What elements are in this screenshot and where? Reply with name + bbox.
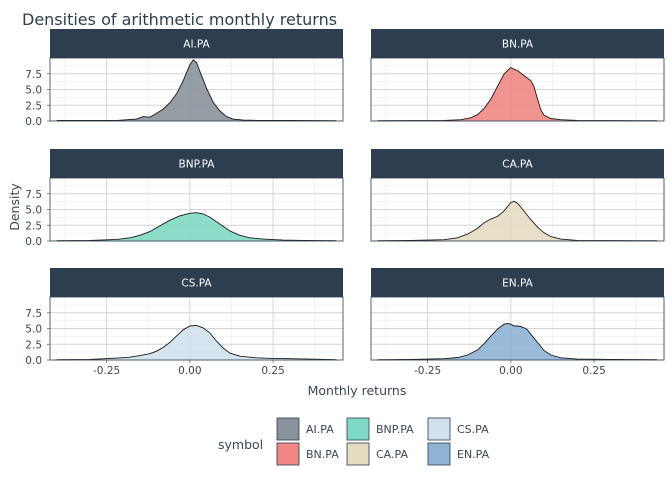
density-area-ai-pa xyxy=(56,59,337,121)
legend-label-bnp-pa: BNP.PA xyxy=(376,423,414,436)
legend-key-bnp-pa xyxy=(346,417,370,441)
y-tick-label: 7.5 xyxy=(25,189,42,201)
strip-bn-pa xyxy=(371,29,664,58)
x-tick-label: 0.25 xyxy=(261,365,284,377)
density-area-bn-pa xyxy=(377,67,658,121)
strip-label-bn-pa: BN.PA xyxy=(502,39,534,51)
density-line-en-pa xyxy=(377,323,658,361)
legend: symbol AI.PA BN.PA BNP.PA CA.PA CS.PA EN.PA xyxy=(218,417,490,466)
x-tick-label: -0.25 xyxy=(414,365,441,377)
strip-label-ca-pa: CA.PA xyxy=(502,159,533,171)
density-line-bnp-pa xyxy=(56,212,337,242)
y-axis-title: Density xyxy=(7,183,22,231)
strip-bnp-pa xyxy=(50,149,343,178)
strip-ai-pa xyxy=(50,29,343,58)
legend-key-cs-pa xyxy=(427,417,451,441)
panel-border-bn-pa xyxy=(370,57,665,122)
legend-key-ca-pa xyxy=(346,442,370,466)
density-line-bn-pa xyxy=(377,66,658,122)
y-tick-label: 0.0 xyxy=(25,116,42,128)
chart-title: Densities of arithmetic monthly returns xyxy=(22,10,337,29)
y-tick-label: 7.5 xyxy=(25,308,42,320)
y-tick-label: 5.0 xyxy=(25,85,42,97)
y-tick-label: 0.0 xyxy=(25,355,42,367)
legend-label-bn-pa: BN.PA xyxy=(306,448,339,461)
legend-key-bn-pa xyxy=(276,442,300,466)
legend-label-cs-pa: CS.PA xyxy=(457,423,489,436)
y-tick-label: 2.5 xyxy=(25,220,42,232)
density-line-ca-pa xyxy=(377,200,658,242)
x-tick-label: 0.00 xyxy=(499,365,522,377)
panel-ca-pa: CA.PA xyxy=(370,149,665,242)
strip-label-ai-pa: AI.PA xyxy=(183,39,210,51)
legend-key-en-pa xyxy=(427,442,451,466)
x-tick-label: 0.25 xyxy=(582,365,605,377)
x-tick-label: 0.00 xyxy=(178,365,201,377)
y-tick-label: 0.0 xyxy=(25,236,42,248)
strip-ca-pa xyxy=(371,149,664,178)
strip-label-en-pa: EN.PA xyxy=(502,278,533,290)
density-area-bnp-pa xyxy=(56,212,337,241)
strip-label-cs-pa: CS.PA xyxy=(181,278,212,290)
legend-label-ai-pa: AI.PA xyxy=(306,423,334,436)
facet-panels: AI.PA 0.0 2.5 5.0 7.5 BN.PA BNP.PA 0.0 2.5 5.0 7.5… xyxy=(25,29,665,377)
panel-en-pa: EN.PA -0.25 0.00 0.25 xyxy=(370,268,665,377)
panel-bn-pa: BN.PA xyxy=(370,29,665,122)
y-tick-label: 7.5 xyxy=(25,69,42,81)
strip-cs-pa xyxy=(50,268,343,297)
legend-title: symbol xyxy=(218,437,263,452)
strip-label-bnp-pa: BNP.PA xyxy=(179,159,216,171)
panel-border-ca-pa xyxy=(370,177,665,242)
legend-label-ca-pa: CA.PA xyxy=(376,448,408,461)
x-axis-title: Monthly returns xyxy=(308,383,407,398)
x-tick-label: -0.25 xyxy=(93,365,120,377)
density-area-ca-pa xyxy=(377,201,658,241)
legend-key-ai-pa xyxy=(276,417,300,441)
density-area-cs-pa xyxy=(56,325,337,360)
y-tick-label: 2.5 xyxy=(25,339,42,351)
y-tick-label: 5.0 xyxy=(25,205,42,217)
panel-ai-pa: AI.PA 0.0 2.5 5.0 7.5 xyxy=(25,29,344,128)
panel-border-en-pa xyxy=(370,296,665,361)
strip-en-pa xyxy=(371,268,664,297)
panel-cs-pa: CS.PA 0.0 2.5 5.0 7.5 -0.25 0.00 0.25 xyxy=(25,268,344,377)
panel-bnp-pa: BNP.PA 0.0 2.5 5.0 7.5 xyxy=(25,149,344,248)
density-line-ai-pa xyxy=(56,59,337,122)
legend-label-en-pa: EN.PA xyxy=(457,448,490,461)
density-line-cs-pa xyxy=(56,324,337,361)
y-tick-label: 5.0 xyxy=(25,324,42,336)
density-area-en-pa xyxy=(377,323,658,360)
y-tick-label: 2.5 xyxy=(25,100,42,112)
